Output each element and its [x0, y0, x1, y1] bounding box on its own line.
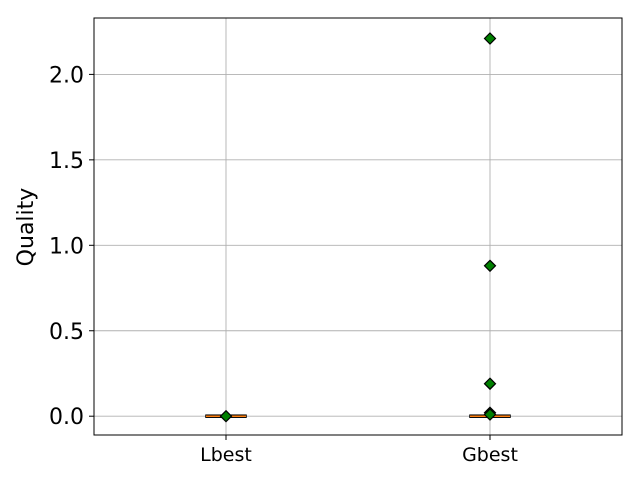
outlier-marker	[483, 408, 497, 421]
outlier-marker	[219, 409, 233, 423]
y-axis-label: Quality	[14, 188, 39, 267]
outlier-marker	[483, 377, 497, 391]
y-axis-ticks: 0.0 0.5 1.0 1.5 2.0	[49, 63, 94, 430]
outlier-marker	[483, 259, 497, 273]
y-tick-label: 0.0	[49, 405, 84, 430]
grid-lines	[94, 18, 622, 435]
x-axis-ticks: Lbest Gbest	[200, 435, 518, 466]
y-tick-label: 1.5	[49, 149, 84, 174]
y-tick-label: 2.0	[49, 63, 84, 88]
x-tick-label: Gbest	[462, 444, 518, 466]
outlier-markers	[219, 32, 497, 423]
y-tick-label: 0.5	[49, 320, 84, 345]
y-tick-label: 1.0	[49, 234, 84, 259]
outlier-marker	[483, 32, 497, 45]
plot-area-frame	[93, 17, 623, 436]
x-tick-label: Lbest	[200, 444, 252, 466]
